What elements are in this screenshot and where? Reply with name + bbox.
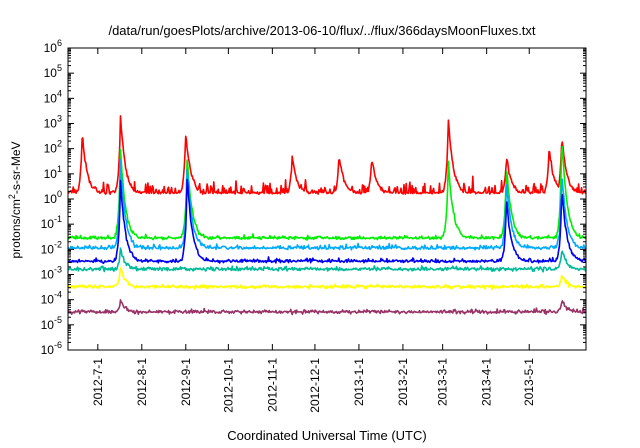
series-line-6 — [67, 267, 587, 291]
y-tick-label: 10-4 — [41, 290, 62, 307]
y-tick-base: 10 — [41, 268, 55, 282]
y-tick-label: 102 — [44, 139, 62, 156]
y-tick-exponent: -1 — [54, 214, 62, 224]
y-tick-exponent: -3 — [54, 265, 62, 275]
y-tick-base: 10 — [41, 343, 55, 357]
x-tick-label: 2012-10-1 — [221, 358, 235, 413]
x-tick-label: 2012-9-1 — [179, 358, 193, 406]
series-line-4 — [67, 178, 587, 264]
y-tick-base: 10 — [44, 117, 58, 131]
y-tick-base: 10 — [44, 41, 58, 55]
y-tick-label: 10-3 — [41, 265, 62, 282]
y-tick-exponent: -2 — [54, 239, 62, 249]
x-tick-label: 2013-1-1 — [352, 358, 366, 406]
y-tick-label: 10-6 — [41, 340, 62, 357]
y-tick-base: 10 — [41, 318, 55, 332]
x-tick-label: 2012-7-1 — [91, 358, 105, 406]
x-tick-label: 2012-12-1 — [308, 358, 322, 413]
y-tick-exponent: 1 — [57, 164, 62, 174]
x-tick-label: 2013-2-1 — [396, 358, 410, 406]
x-tick-label: 2013-5-1 — [522, 358, 536, 406]
series-line-5 — [67, 247, 587, 273]
y-tick-exponent: 6 — [57, 38, 62, 48]
y-tick-base: 10 — [41, 217, 55, 231]
series-line-7 — [67, 299, 587, 316]
y-tick-exponent: 0 — [57, 189, 62, 199]
x-tick-label: 2012-11-1 — [265, 358, 279, 412]
y-axis-label: protons/cm2-s-sr-MeV — [7, 141, 23, 258]
x-tick-label: 2013-4-1 — [480, 358, 494, 406]
y-tick-base: 10 — [44, 66, 58, 80]
y-axis-label-base: protons/cm — [9, 199, 23, 258]
y-tick-label: 106 — [44, 38, 62, 55]
x-axis: 2012-7-1 2012-8-1 2012-9-1 2012-10-1 2012-11… — [91, 48, 536, 413]
y-tick-label: 101 — [44, 164, 62, 181]
series-line-3 — [67, 159, 587, 251]
y-tick-exponent: -6 — [54, 340, 62, 350]
chart-title: /data/run/goesPlots/archive/2013-06-10/f… — [108, 23, 535, 38]
y-tick-base: 10 — [44, 91, 58, 105]
y-tick-exponent: 3 — [57, 114, 62, 124]
x-tick-label: 2013-3-1 — [436, 358, 450, 406]
y-tick-base: 10 — [41, 242, 55, 256]
y-axis-label-sup: 2 — [7, 194, 17, 199]
y-tick-label: 103 — [44, 114, 62, 131]
y-tick-exponent: 2 — [57, 139, 62, 149]
y-tick-label: 10-1 — [41, 214, 62, 231]
series-layer — [67, 115, 587, 316]
y-tick-label: 10-5 — [41, 315, 62, 332]
y-axis: 10-610-510-410-310-210-11001011021031041… — [41, 38, 586, 357]
y-tick-exponent: 5 — [57, 63, 62, 73]
x-axis-label: Coordinated Universal Time (UTC) — [227, 428, 426, 443]
x-tick-label: 2012-8-1 — [135, 358, 149, 406]
y-axis-label-rest: -s-sr-MeV — [9, 141, 23, 194]
y-tick-exponent: -5 — [54, 315, 62, 325]
y-tick-base: 10 — [41, 293, 55, 307]
y-tick-base: 10 — [44, 142, 58, 156]
series-line-1 — [67, 115, 587, 196]
y-tick-exponent: 4 — [57, 88, 62, 98]
y-tick-base: 10 — [44, 192, 58, 206]
series-line-2 — [67, 145, 587, 241]
y-tick-label: 10-2 — [41, 239, 62, 256]
y-tick-label: 104 — [44, 88, 62, 105]
y-tick-label: 100 — [44, 189, 62, 206]
y-tick-label: 105 — [44, 63, 62, 80]
y-tick-base: 10 — [44, 167, 58, 181]
y-tick-exponent: -4 — [54, 290, 62, 300]
